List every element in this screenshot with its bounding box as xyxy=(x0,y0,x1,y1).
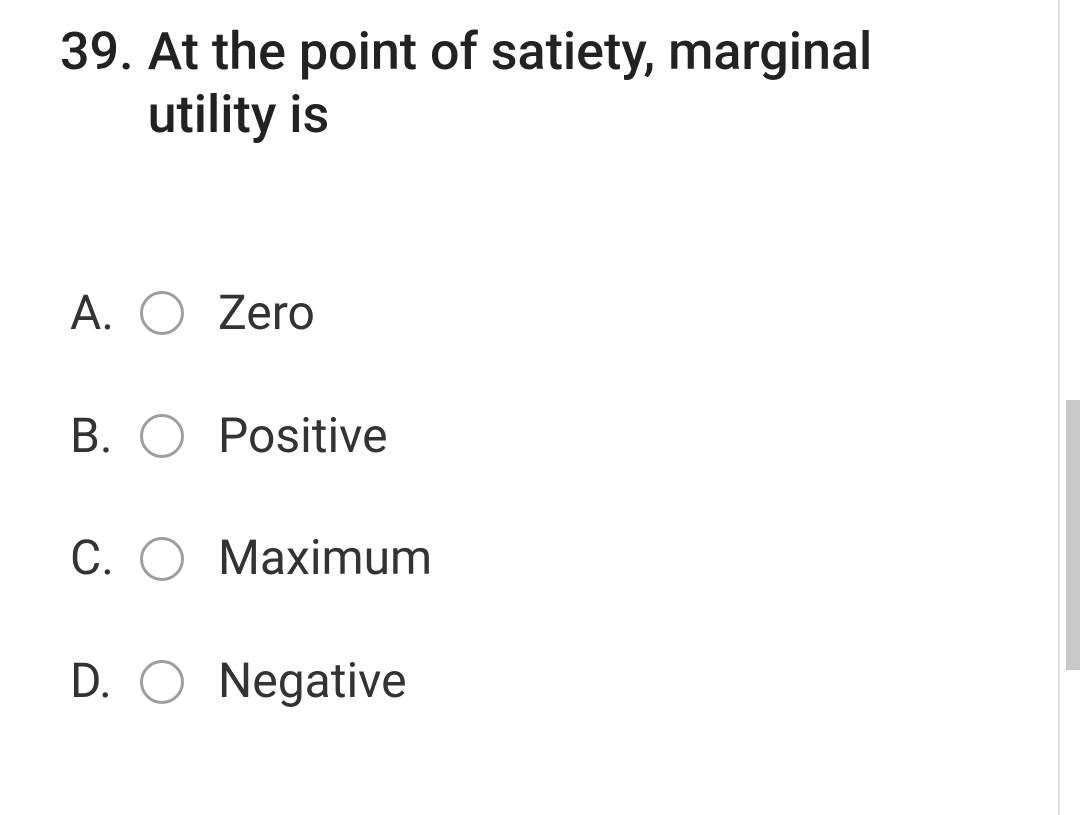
radio-icon[interactable] xyxy=(140,291,184,335)
option-b[interactable]: B. Positive xyxy=(70,410,998,463)
option-label: Zero xyxy=(218,287,315,340)
radio-icon[interactable] xyxy=(140,660,184,704)
option-letter: B. xyxy=(70,410,140,463)
radio-icon[interactable] xyxy=(140,537,184,581)
option-letter: C. xyxy=(70,532,140,585)
option-a[interactable]: A. Zero xyxy=(70,287,998,340)
question-number: 39. xyxy=(60,20,134,83)
scrollbar-track[interactable] xyxy=(1066,0,1080,815)
question-text: At the point of satiety, marginal utilit… xyxy=(148,20,998,147)
viewport: 39. At the point of satiety, marginal ut… xyxy=(0,0,1080,815)
option-label: Negative xyxy=(218,655,407,708)
option-label: Maximum xyxy=(218,532,432,585)
option-letter: D. xyxy=(70,655,140,708)
radio-icon[interactable] xyxy=(140,414,184,458)
option-c[interactable]: C. Maximum xyxy=(70,532,998,585)
question-row: 39. At the point of satiety, marginal ut… xyxy=(60,20,998,147)
option-d[interactable]: D. Negative xyxy=(70,655,998,708)
question-card: 39. At the point of satiety, marginal ut… xyxy=(0,0,1060,815)
option-label: Positive xyxy=(218,410,388,463)
option-letter: A. xyxy=(70,287,140,340)
options-list: A. Zero B. Positive C. Maximum D. Negati… xyxy=(60,287,998,708)
scrollbar-thumb[interactable] xyxy=(1066,400,1080,670)
